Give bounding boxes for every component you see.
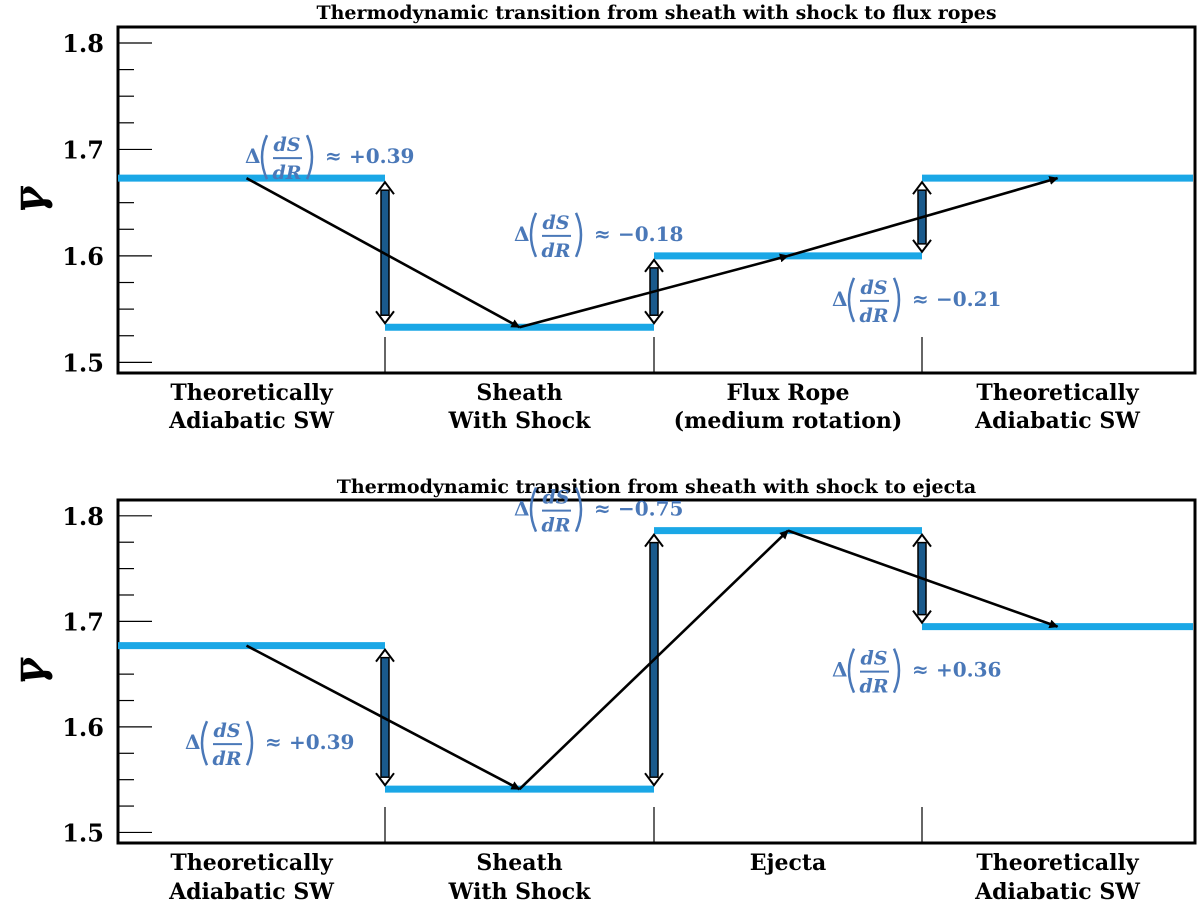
annotation-approx: ≈ <box>912 658 929 682</box>
delta-bracket-head-top <box>644 532 664 548</box>
trend-arrow <box>787 529 1059 629</box>
annotation-denominator: dR <box>859 676 888 698</box>
annotation-paren-left <box>529 487 538 533</box>
chart-panel-flux-ropes: Thermodynamic transition from sheath wit… <box>7 2 1197 434</box>
annotation-delta: Δ <box>514 222 530 246</box>
category-label: With Shock <box>448 408 591 434</box>
y-tick-label: 1.8 <box>62 29 104 58</box>
annotation-numerator: dS <box>213 720 240 742</box>
category-label: Sheath <box>476 380 562 406</box>
annotation-paren-right <box>305 134 314 180</box>
annotation-paren-left <box>529 212 538 258</box>
annotation-numerator: dS <box>542 212 569 234</box>
annotation-paren-left <box>200 720 209 766</box>
category-label: Theoretically <box>976 380 1140 406</box>
category-label: Ejecta <box>750 850 827 876</box>
annotation-paren-left <box>847 648 856 694</box>
annotation-paren-right <box>892 277 901 323</box>
y-tick-label: 1.6 <box>62 242 104 271</box>
annotation-value: +0.36 <box>936 658 1001 682</box>
trend-arrow <box>787 176 1059 258</box>
annotation-approx: ≈ <box>325 144 342 168</box>
y-tick-label: 1.5 <box>62 818 104 847</box>
category-label: Theoretically <box>170 850 334 876</box>
delta-bracket-head-bottom <box>375 310 395 325</box>
annotation-paren-right <box>574 212 583 258</box>
annotation-approx: ≈ <box>265 730 282 754</box>
category-label: (medium rotation) <box>674 408 903 434</box>
category-label: With Shock <box>448 879 591 905</box>
delta-bracket-head-top <box>644 258 664 273</box>
y-tick-label: 1.5 <box>62 348 104 377</box>
annotation-approx: ≈ <box>594 497 611 521</box>
annotation-numerator: dS <box>542 487 569 509</box>
annotation-approx: ≈ <box>912 287 929 311</box>
annotation-value: −0.18 <box>618 222 683 246</box>
category-label: Adiabatic SW <box>168 408 334 434</box>
chart-title: Thermodynamic transition from sheath wit… <box>337 476 976 498</box>
delta-bracket-head-top <box>375 180 395 195</box>
delta-bracket-head-bottom <box>375 772 395 787</box>
y-tick-label: 1.7 <box>62 607 104 636</box>
chart-title: Thermodynamic transition from sheath wit… <box>316 2 996 24</box>
category-label: Theoretically <box>170 380 334 406</box>
trend-arrow <box>245 177 521 329</box>
category-label: Adiabatic SW <box>168 879 334 905</box>
annotation-value: −0.75 <box>618 497 683 521</box>
annotation-denominator: dR <box>212 748 241 770</box>
annotation-value: +0.39 <box>289 730 354 754</box>
y-axis-label: γ <box>7 185 54 213</box>
annotation-delta: Δ <box>832 658 848 682</box>
delta-bracket-head-top <box>912 532 932 548</box>
delta-bracket-head-top <box>375 647 395 663</box>
delta-bracket-head-bottom <box>912 610 932 625</box>
trend-arrow <box>245 644 521 791</box>
delta-bracket-head-bottom <box>912 239 932 254</box>
chart-panel-ejecta: Thermodynamic transition from sheath wit… <box>7 476 1197 905</box>
annotation-numerator: dS <box>860 648 887 670</box>
annotation-numerator: dS <box>273 134 300 156</box>
plot-frame <box>116 498 1197 845</box>
category-label: Flux Rope <box>726 380 849 406</box>
annotation-approx: ≈ <box>594 222 611 246</box>
annotation-paren-right <box>574 487 583 533</box>
annotation-value: −0.21 <box>936 287 1001 311</box>
y-tick-label: 1.7 <box>62 135 104 164</box>
category-label: Sheath <box>476 850 562 876</box>
annotation-denominator: dR <box>272 162 301 184</box>
annotation-paren-right <box>245 720 254 766</box>
delta-bracket-head-top <box>912 180 932 195</box>
annotation-delta: Δ <box>832 287 848 311</box>
annotation-delta: Δ <box>185 730 201 754</box>
annotation-denominator: dR <box>859 305 888 327</box>
category-label: Adiabatic SW <box>974 408 1140 434</box>
annotation-paren-right <box>892 648 901 694</box>
delta-bracket-head-bottom <box>644 310 664 325</box>
annotation-delta: Δ <box>514 497 530 521</box>
plot-frame <box>116 25 1197 375</box>
category-label: Theoretically <box>976 850 1140 876</box>
y-tick-label: 1.8 <box>62 502 104 531</box>
annotation-paren-left <box>260 134 269 180</box>
y-tick-label: 1.6 <box>62 713 104 742</box>
annotation-numerator: dS <box>860 277 887 299</box>
annotation-delta: Δ <box>245 144 261 168</box>
trend-arrow <box>519 253 789 329</box>
annotation-paren-left <box>847 277 856 323</box>
annotation-value: +0.39 <box>349 144 414 168</box>
y-axis-label: γ <box>7 657 54 685</box>
annotation-denominator: dR <box>541 515 570 537</box>
delta-bracket-head-bottom <box>644 772 664 787</box>
annotation-denominator: dR <box>541 240 570 262</box>
trend-arrow <box>518 529 789 791</box>
category-label: Adiabatic SW <box>974 879 1140 905</box>
